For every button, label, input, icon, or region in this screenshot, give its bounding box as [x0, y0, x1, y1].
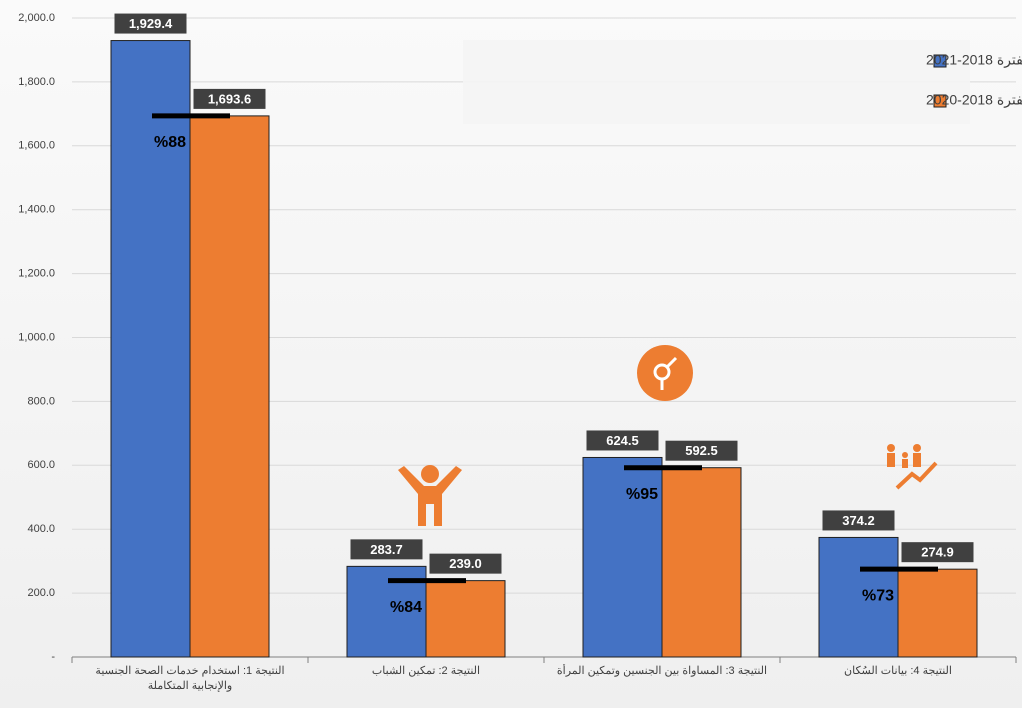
value-label: 283.7 — [370, 542, 403, 557]
y-tick-label: 400.0 — [27, 523, 55, 535]
annotation: %95 — [626, 486, 658, 503]
legend-swatch — [933, 94, 947, 108]
value-label-box — [586, 430, 659, 451]
x-tick-label: النتيجة 1: استخدام خدمات الصحة الجنسية و… — [95, 665, 285, 692]
value-label-box — [901, 542, 974, 563]
value-label: 374.2 — [842, 513, 875, 528]
bar — [897, 568, 978, 658]
bar — [110, 40, 191, 658]
value-label: 1,929.4 — [129, 16, 173, 31]
y-tick-label: 600.0 — [27, 459, 55, 471]
x-label-box: النتيجة 2: تمكين الشباب — [371, 665, 481, 677]
bar — [189, 115, 270, 658]
y-tick-label: 1,600.0 — [18, 140, 55, 152]
value-label-box — [193, 88, 266, 109]
y-tick-label: - — [51, 651, 55, 663]
annotation: %73 — [862, 587, 894, 604]
x-tick-label: النتيجة 2: تمكين الشباب — [371, 665, 481, 677]
value-label-box — [822, 510, 895, 531]
icon-gender — [637, 345, 693, 401]
value-label-box — [429, 553, 502, 574]
value-label-box — [665, 440, 738, 461]
y-tick-label: 800.0 — [27, 395, 55, 407]
y-tick-label: 1,800.0 — [18, 76, 55, 88]
icon-population — [887, 444, 938, 490]
annotation: %84 — [390, 599, 422, 616]
bar — [582, 456, 663, 658]
y-tick-label: 2,000.0 — [18, 12, 55, 24]
value-label-box — [350, 539, 423, 560]
x-label-box: النتيجة 4: بيانات السُكان — [844, 665, 952, 677]
bar — [425, 580, 506, 658]
legend-label: المصروفات الفعلية للفترة 2018-2020 — [926, 92, 1022, 109]
bar — [661, 467, 742, 658]
value-label: 624.5 — [606, 433, 639, 448]
y-tick-label: 200.0 — [27, 587, 55, 599]
legend-label: الميزانية المتكاملة لاستعراض منتصف المدة… — [926, 52, 1022, 69]
value-label: 592.5 — [685, 443, 718, 458]
annotation: %88 — [154, 134, 186, 151]
icon-youth — [398, 465, 462, 526]
x-tick-label: النتيجة 3: المساواة بين الجنسين وتمكين ا… — [556, 665, 768, 677]
legend-swatch — [933, 54, 947, 68]
bar — [818, 536, 899, 658]
y-tick-label: 1,000.0 — [18, 331, 55, 343]
y-tick-label: 1,400.0 — [18, 204, 55, 216]
value-label: 1,693.6 — [208, 91, 251, 106]
value-label-box — [114, 13, 187, 34]
value-label: 239.0 — [449, 556, 482, 571]
x-tick-label: النتيجة 4: بيانات السُكان — [844, 665, 952, 677]
legend-box — [463, 40, 970, 124]
x-label-box: النتيجة 3: المساواة بين الجنسين وتمكين ا… — [556, 665, 768, 677]
x-label-box: النتيجة 1: استخدام خدمات الصحة الجنسية و… — [95, 665, 285, 692]
y-tick-label: 1,200.0 — [18, 268, 55, 280]
value-label: 274.9 — [921, 545, 954, 560]
